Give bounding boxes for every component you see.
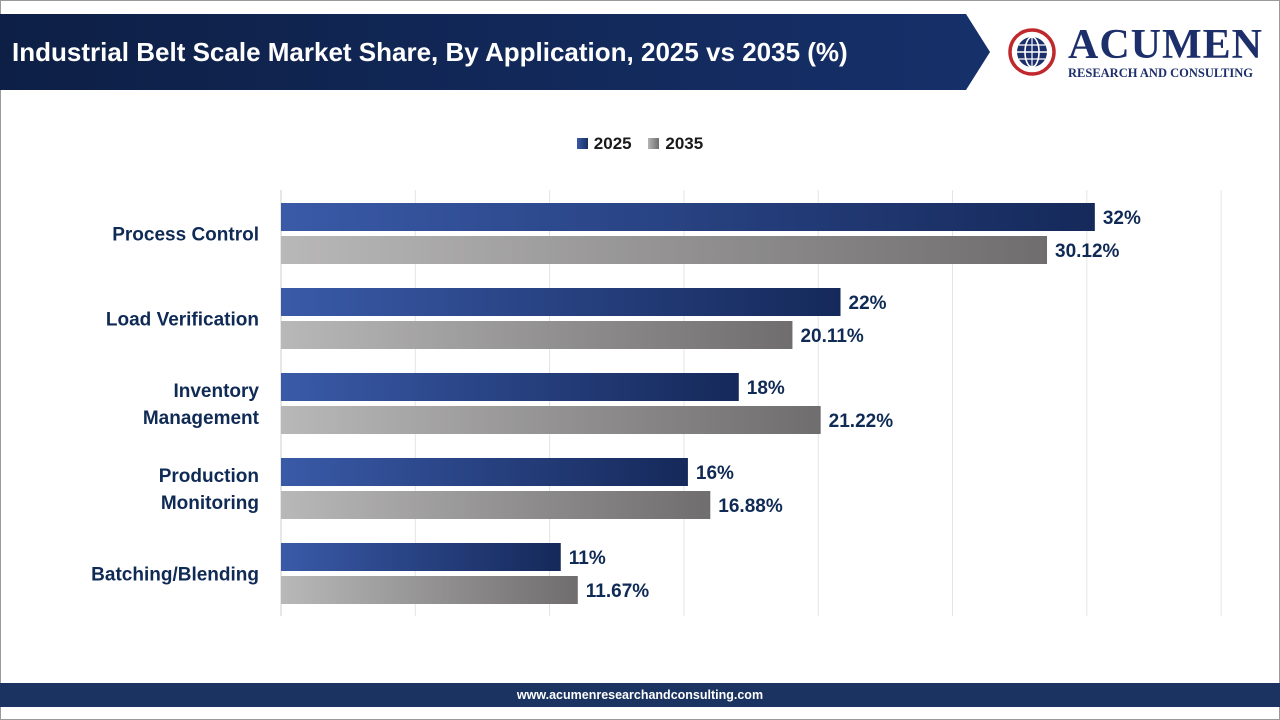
category-label-4: Batching/Blending — [91, 565, 259, 586]
chart-title: Industrial Belt Scale Market Share, By A… — [12, 37, 848, 67]
category-label-1: Load Verification — [106, 310, 259, 331]
labels: 32% 30.12% Process Control 22% 20.11% Load Ve… — [91, 208, 1141, 602]
bar-2025-1 — [281, 288, 841, 316]
data-label-2035-0: 30.12% — [1055, 241, 1120, 262]
acumen-logo: ACUMEN RESEARCH AND CONSULTING — [1004, 22, 1263, 84]
bar-2035-2 — [281, 406, 821, 434]
bar-2025-2 — [281, 373, 739, 401]
legend-label-2025: 2025 — [593, 134, 632, 153]
category-label-2: Management — [143, 408, 260, 429]
category-label-3: Monitoring — [161, 493, 259, 514]
data-label-2035-2: 21.22% — [829, 411, 894, 432]
legend-swatch-2035 — [648, 138, 660, 149]
data-label-2035-3: 16.88% — [718, 496, 783, 517]
bar-2035-3 — [281, 491, 711, 519]
globe-icon — [1008, 28, 1056, 76]
bar-2035-0 — [281, 236, 1048, 264]
data-label-2035-4: 11.67% — [586, 581, 649, 602]
data-label-2025-4: 11% — [569, 548, 606, 569]
data-label-2035-1: 20.11% — [800, 326, 863, 347]
data-label-2025-0: 32% — [1103, 208, 1141, 229]
category-label-2: Inventory — [173, 381, 259, 402]
title-banner: Industrial Belt Scale Market Share, By A… — [0, 14, 990, 90]
legend-item-2025: 2025 — [576, 134, 632, 154]
data-label-2025-1: 22% — [849, 293, 887, 314]
logo-word: ACUMEN — [1068, 22, 1263, 68]
bar-2035-4 — [281, 576, 578, 604]
legend-label-2035: 2035 — [665, 134, 704, 153]
legend: 2025 2035 — [0, 134, 1280, 154]
bars — [281, 203, 1095, 604]
data-label-2025-2: 18% — [747, 378, 785, 399]
logo-subtitle: RESEARCH AND CONSULTING — [1068, 66, 1253, 80]
bar-2035-1 — [281, 321, 793, 349]
legend-swatch-2025 — [576, 138, 588, 149]
bar-2025-4 — [281, 543, 561, 571]
category-label-0: Process Control — [112, 225, 259, 246]
bar-2025-3 — [281, 458, 688, 486]
footer-url: www.acumenresearchandconsulting.com — [0, 683, 1280, 707]
legend-item-2035: 2035 — [648, 134, 703, 154]
data-label-2025-3: 16% — [696, 463, 734, 484]
category-label-3: Production — [159, 466, 259, 487]
title-banner-shape — [0, 14, 990, 90]
bar-2025-0 — [281, 203, 1095, 231]
